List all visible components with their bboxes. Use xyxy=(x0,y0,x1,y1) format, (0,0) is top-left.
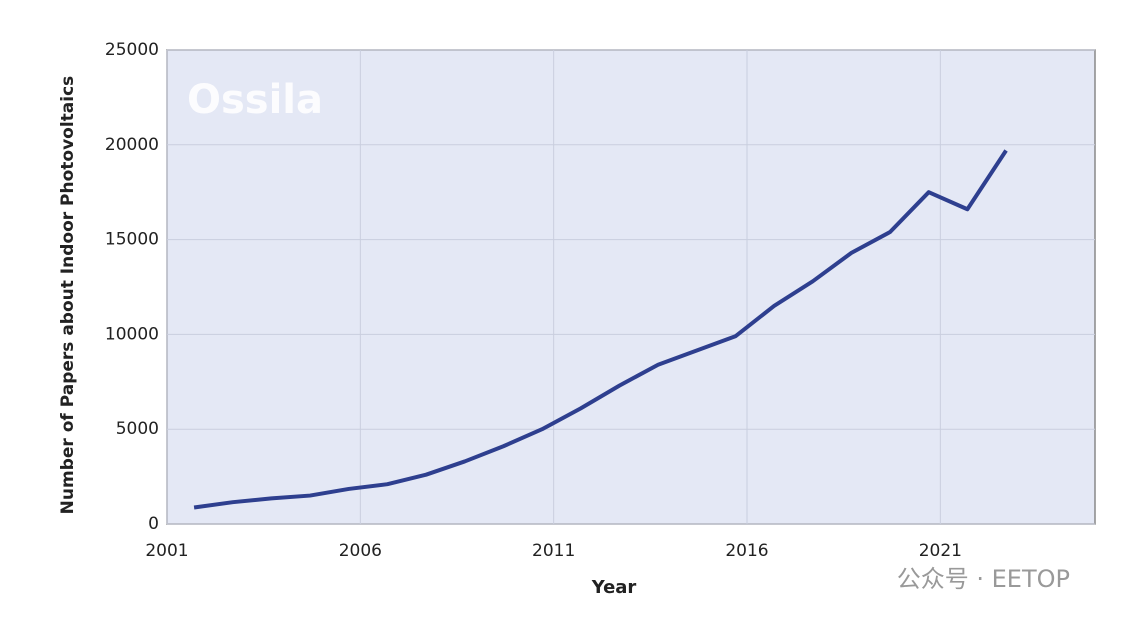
y-tick-label: 10000 xyxy=(105,324,159,344)
watermark: Ossila xyxy=(187,77,323,123)
x-tick-label: 2011 xyxy=(532,541,575,561)
x-tick-label: 2016 xyxy=(725,541,768,561)
x-tick-label: 2001 xyxy=(145,541,188,561)
x-tick-label: 2006 xyxy=(339,541,382,561)
y-tick-label: 25000 xyxy=(105,40,159,60)
x-tick-label: 2021 xyxy=(919,541,962,561)
y-tick-label: 15000 xyxy=(105,230,159,250)
y-axis-label: Number of Papers about Indoor Photovolta… xyxy=(58,76,78,515)
y-tick-label: 5000 xyxy=(116,419,159,439)
x-axis-label: Year xyxy=(591,577,637,598)
y-tick-label: 20000 xyxy=(105,135,159,155)
footer-watermark: 公众号 · EETOP xyxy=(897,565,1070,593)
data-line xyxy=(193,149,1008,510)
y-tick-label: 0 xyxy=(148,514,159,534)
